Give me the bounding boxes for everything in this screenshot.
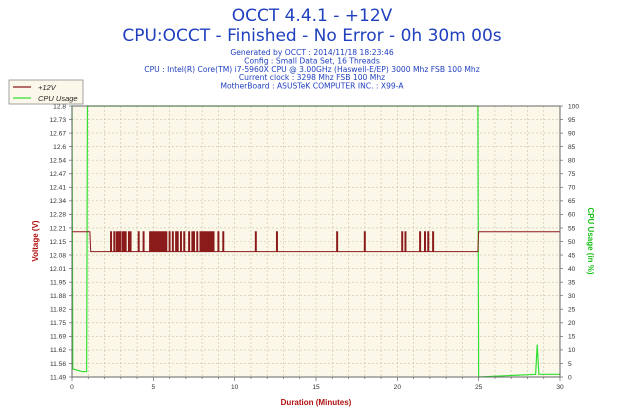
info-line: Generated by OCCT : 2014/11/18 18:23:46 <box>230 48 393 57</box>
x-tick-label: 5 <box>151 384 155 391</box>
legend-box <box>8 79 84 105</box>
legend-label-cpu: CPU Usage <box>38 94 78 103</box>
y2-tick-label: 80 <box>568 158 576 165</box>
y-tick-label: 12.01 <box>49 266 66 273</box>
x-tick-label: 20 <box>394 384 402 391</box>
chart-title: OCCT 4.4.1 - +12V <box>232 6 393 26</box>
y-tick-label: 11.75 <box>50 320 66 327</box>
y2-tick-label: 100 <box>568 103 579 110</box>
y-tick-label: 12.28 <box>49 212 66 219</box>
y-tick-label: 11.56 <box>50 361 66 368</box>
y-tick-label: 12.21 <box>49 225 66 232</box>
y-tick-label: 12.8 <box>53 103 66 110</box>
info-line: MotherBoard : ASUSTeK COMPUTER INC. : X9… <box>220 82 404 91</box>
y2-tick-label: 30 <box>568 293 576 300</box>
y-tick-label: 12.47 <box>49 171 66 178</box>
y-tick-label: 12.34 <box>49 198 66 205</box>
y-tick-label: 12.54 <box>49 158 66 165</box>
x-axis-label: Duration (Minutes) <box>281 398 352 407</box>
y2-tick-label: 85 <box>568 144 576 151</box>
y2-tick-label: 65 <box>568 198 576 205</box>
legend-label-voltage: +12V <box>38 83 57 92</box>
y-tick-label: 11.62 <box>50 347 66 354</box>
y-tick-label: 12.15 <box>49 239 66 246</box>
y-tick-label: 11.95 <box>50 279 66 286</box>
info-line: CPU : Intel(R) Core(TM) i7-5960X CPU @ 3… <box>144 65 479 74</box>
grid-lines <box>72 106 560 377</box>
y-tick-label: 12.73 <box>49 117 66 124</box>
y2-tick-label: 35 <box>568 279 576 286</box>
x-tick-label: 10 <box>231 384 239 391</box>
y2-tick-label: 95 <box>568 117 576 124</box>
y2-tick-label: 10 <box>568 347 576 354</box>
axis-ticks: 11.49 11.56 11.62 11.69 11.75 11.82 11.88 11.95… <box>49 103 579 391</box>
y-tick-label: 11.82 <box>50 307 66 314</box>
y-tick-label: 12.41 <box>49 185 66 192</box>
y2-tick-label: 55 <box>568 225 576 232</box>
legend: +12V CPU Usage <box>8 79 84 105</box>
y2-tick-label: 50 <box>568 239 576 246</box>
y2-tick-label: 0 <box>568 374 572 381</box>
series-line-12v <box>72 231 560 253</box>
info-line: Config : Small Data Set, 16 Threads <box>244 56 380 65</box>
y2-tick-label: 25 <box>568 307 576 314</box>
y2-tick-label: 90 <box>568 130 576 137</box>
x-tick-label: 0 <box>70 384 74 391</box>
y-axis-label: Voltage (V) <box>31 220 40 262</box>
y2-tick-label: 60 <box>568 212 576 219</box>
y2-tick-label: 45 <box>568 252 576 259</box>
y-tick-label: 11.49 <box>50 374 66 381</box>
y-tick-label: 11.69 <box>50 334 66 341</box>
y-tick-label: 12.08 <box>49 252 66 259</box>
y-tick-label: 11.88 <box>50 293 66 300</box>
x-tick-label: 30 <box>556 384 564 391</box>
system-info: Generated by OCCT : 2014/11/18 18:23:46C… <box>144 48 479 91</box>
info-line: Current clock : 3298 Mhz FSB 100 Mhz <box>239 73 385 82</box>
x-tick-label: 25 <box>475 384 483 391</box>
y2-tick-label: 5 <box>568 361 572 368</box>
y2-tick-label: 15 <box>568 334 576 341</box>
y-tick-label: 12.67 <box>49 130 66 137</box>
y-tick-label: 12.6 <box>53 144 66 151</box>
y2-axis-label: CPU Usage (in %) <box>586 207 595 274</box>
y2-tick-label: 20 <box>568 320 576 327</box>
y2-tick-label: 70 <box>568 185 576 192</box>
x-tick-label: 15 <box>312 384 320 391</box>
y2-tick-label: 40 <box>568 266 576 273</box>
y2-tick-label: 75 <box>568 171 576 178</box>
chart-subtitle: CPU:OCCT - Finished - No Error - 0h 30m … <box>122 26 501 46</box>
